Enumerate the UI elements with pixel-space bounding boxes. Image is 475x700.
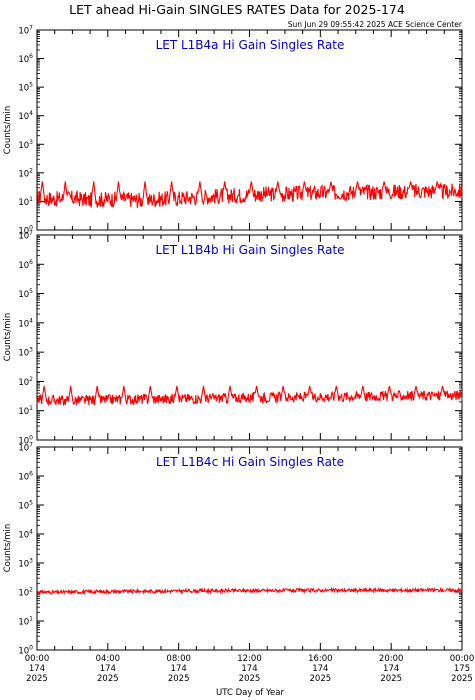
- panel-c-ytick-label: 105: [18, 500, 33, 512]
- panel-b-frame: [36, 234, 463, 441]
- figure-title: LET ahead Hi-Gain SINGLES RATES Data for…: [69, 2, 405, 17]
- panel-c-xtick-label: 00:00: [25, 654, 50, 664]
- panel-b-xticks: [36, 235, 463, 440]
- panel-c-xtick-label: 2025: [239, 674, 261, 684]
- panel-c-series-line: [36, 586, 463, 596]
- panel-c-xtick-label: 174: [100, 664, 116, 674]
- panel-a-ytick-label: 100: [18, 225, 33, 237]
- panel-c-xtick-label: 20:00: [379, 654, 404, 664]
- panel-c-ytick-label: 100: [18, 645, 33, 657]
- panel-a-ytick-label: 103: [18, 139, 33, 151]
- panel-c-xtick-label: 174: [383, 664, 399, 674]
- panel-l1b4c: LET L1B4c Hi Gain Singles Rate Counts/mi…: [3, 442, 474, 685]
- panel-c-xtick-label: 2025: [451, 674, 473, 684]
- panel-a-series-line: [36, 181, 463, 208]
- panel-a-ytick-label: 102: [18, 167, 33, 179]
- x-axis-label: UTC Day of Year: [216, 688, 284, 698]
- panel-l1b4b: LET L1B4b Hi Gain Singles Rate Counts/mi…: [3, 230, 463, 447]
- panel-c-xtick-label: 174: [29, 664, 45, 674]
- panel-a-ytick-label: 101: [18, 196, 33, 208]
- panel-a-ytick-label: 105: [18, 82, 33, 94]
- panel-c-xtick-label: 2025: [310, 674, 332, 684]
- panel-a-ytick-label: 107: [18, 25, 33, 37]
- panel-l1b4a: LET L1B4a Hi Gain Singles Rate Counts/mi…: [3, 25, 463, 237]
- panel-b-ytick-label: 105: [18, 288, 33, 300]
- panel-c-xtick-label: 174: [312, 664, 328, 674]
- panel-c-ytick-label: 102: [18, 587, 33, 599]
- panel-a-title: LET L1B4a Hi Gain Singles Rate: [156, 38, 345, 52]
- panel-b-ytick-label: 102: [18, 376, 33, 388]
- panel-b-ylabel: Counts/min: [3, 313, 13, 362]
- panel-a-ylabel: Counts/min: [3, 106, 13, 155]
- panel-c-xtick-label: 2025: [97, 674, 119, 684]
- panel-b-ytick-label: 107: [18, 230, 33, 242]
- panel-c-xtick-label: 08:00: [166, 654, 191, 664]
- panel-c-ytick-label: 103: [18, 558, 33, 570]
- panel-c-xticklabels: 00:00174202504:00174202508:00174202512:0…: [25, 654, 475, 684]
- panel-c-yticks: 100 101 102 103 104 105 106 107: [18, 442, 462, 657]
- panel-b-ytick-label: 100: [18, 435, 33, 447]
- panel-c-title: LET L1B4c Hi Gain Singles Rate: [156, 455, 344, 469]
- panel-a-ytick-label: 106: [18, 53, 33, 65]
- panel-c-xtick-label: 00:00: [450, 654, 475, 664]
- timestamp-label: Sun Jun 29 09:55:42 2025 ACE Science Cen…: [288, 20, 463, 29]
- panel-c-ylabel: Counts/min: [3, 524, 13, 573]
- panel-c-xtick-label: 12:00: [237, 654, 262, 664]
- panel-c-ytick-label: 101: [18, 616, 33, 628]
- panel-c-xtick-label: 175: [454, 664, 470, 674]
- panel-b-series-line: [36, 385, 463, 407]
- panel-b-ytick-label: 101: [18, 405, 33, 417]
- panel-b-ytick-label: 106: [18, 259, 33, 271]
- panel-c-xtick-label: 04:00: [96, 654, 121, 664]
- panel-b-ytick-label: 104: [18, 317, 33, 329]
- panel-c-xtick-label: 2025: [26, 674, 48, 684]
- panel-c-xtick-label: 174: [241, 664, 257, 674]
- panel-a-xticks: [36, 30, 463, 230]
- panel-c-xticks: [36, 447, 463, 650]
- panel-b-yticks: 100 101 102 103 104 105 106 107: [18, 230, 462, 447]
- panel-a-ytick-label: 104: [18, 110, 33, 122]
- panel-c-xtick-label: 2025: [168, 674, 190, 684]
- panel-c-xtick-label: 174: [171, 664, 187, 674]
- panel-c-frame: [36, 446, 463, 651]
- panel-c-xtick-label: 2025: [380, 674, 402, 684]
- panel-c-ytick-label: 107: [18, 442, 33, 454]
- panel-c-ytick-label: 106: [18, 471, 33, 483]
- panel-b-ytick-label: 103: [18, 347, 33, 359]
- panel-a-yticks: 100 101 102 103 104 105 106 107: [18, 25, 462, 237]
- panel-b-title: LET L1B4b Hi Gain Singles Rate: [155, 243, 344, 257]
- panel-c-ytick-label: 104: [18, 529, 33, 541]
- panel-c-xtick-label: 16:00: [308, 654, 333, 664]
